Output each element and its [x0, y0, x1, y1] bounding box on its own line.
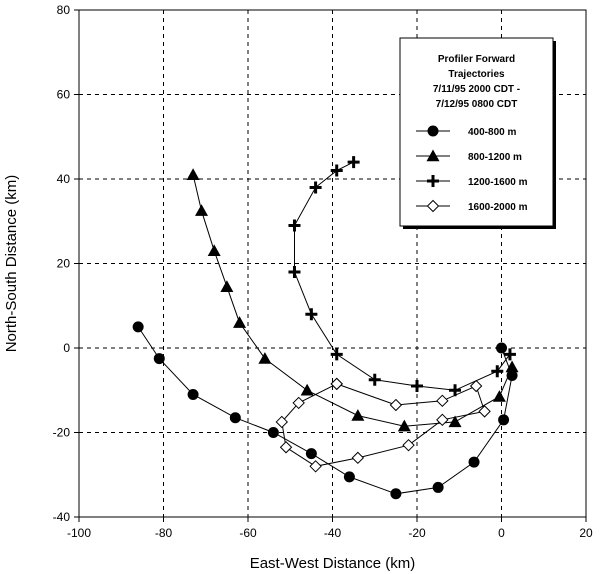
plot-frame — [78, 9, 587, 518]
legend-box — [399, 37, 554, 227]
data-point — [330, 377, 343, 391]
y-tick-label: -20 — [53, 426, 71, 440]
y-axis-title: North-South Distance (km) — [3, 175, 20, 353]
data-point — [389, 398, 403, 412]
data-point — [343, 471, 355, 483]
series-circle — [132, 321, 518, 500]
series-plus — [288, 156, 516, 397]
x-tick-label: 20 — [579, 526, 593, 540]
data-point — [300, 383, 314, 396]
y-tick-label: 0 — [63, 341, 70, 355]
data-point — [347, 156, 360, 169]
data-point — [503, 348, 516, 361]
data-point — [448, 415, 462, 428]
x-tick-label: -80 — [155, 526, 173, 540]
data-point — [279, 441, 293, 454]
data-point — [186, 168, 200, 180]
x-axis-title: East-West Distance (km) — [250, 555, 416, 572]
data-point — [469, 379, 483, 393]
data-point — [305, 308, 318, 321]
data-point — [390, 488, 402, 500]
x-tick-label: -100 — [67, 526, 91, 540]
y-tick-label: 40 — [57, 172, 71, 186]
legend-title-line: 7/12/95 0800 CDT — [436, 99, 518, 110]
legend-marker-triangle — [426, 149, 440, 162]
data-point — [132, 321, 144, 333]
legend-label: 800-1200 m — [468, 152, 522, 163]
data-point — [436, 413, 449, 427]
axis-ticks: -100 -80 -60 -40 -20 0 20 -40 -20 0 20 40 60 80 — [53, 3, 593, 540]
data-point — [496, 342, 507, 354]
legend-marker-diamond — [426, 199, 440, 213]
series-triangle — [186, 168, 519, 432]
data-point — [330, 348, 343, 361]
data-point — [153, 353, 165, 365]
y-tick-label: -40 — [53, 510, 71, 524]
data-point — [195, 204, 209, 216]
legend-label: 1200-1600 m — [468, 177, 528, 188]
series-line — [294, 161, 511, 391]
data-point — [397, 419, 411, 432]
legend-title-line: Profiler Forward — [438, 54, 515, 65]
data-point — [432, 481, 444, 493]
data-point — [492, 390, 506, 402]
data-point — [288, 219, 301, 232]
data-point — [498, 414, 510, 426]
series-group — [132, 156, 519, 500]
data-point — [220, 280, 234, 292]
data-point — [275, 415, 289, 429]
data-point — [309, 181, 322, 194]
data-point — [368, 373, 381, 386]
y-tick-label: 80 — [57, 3, 71, 17]
data-point — [288, 265, 301, 278]
legend-marker-plus — [427, 175, 439, 187]
legend-title-line: Trajectories — [448, 69, 505, 80]
data-point — [229, 412, 241, 424]
series-line — [137, 326, 513, 495]
data-point — [449, 384, 462, 397]
data-point — [505, 360, 519, 373]
x-tick-label: -20 — [408, 526, 426, 540]
data-point — [351, 451, 365, 465]
legend-marker-circle — [427, 125, 439, 137]
legend: Profiler Forward Trajectories 7/11/95 2000… — [399, 37, 556, 229]
legend-title-line: 7/11/95 2000 CDT - — [433, 84, 520, 95]
data-point — [351, 409, 365, 421]
y-tick-label: 20 — [57, 257, 71, 271]
data-point — [436, 394, 449, 408]
data-point — [267, 427, 279, 438]
series-diamond — [275, 377, 491, 473]
data-point — [491, 365, 504, 378]
data-point — [292, 396, 305, 410]
x-tick-label: 0 — [498, 526, 505, 540]
data-point — [187, 388, 199, 400]
data-point — [468, 456, 480, 468]
legend-label: 1600-2000 m — [468, 202, 528, 213]
x-tick-label: -60 — [239, 526, 257, 540]
data-point — [402, 438, 415, 452]
legend-label: 400-800 m — [468, 127, 516, 138]
y-tick-label: 60 — [57, 88, 71, 102]
data-point — [330, 164, 343, 177]
data-point — [305, 448, 317, 460]
data-point — [478, 405, 491, 418]
data-point — [258, 352, 272, 364]
data-point — [233, 316, 247, 328]
series-line — [192, 174, 513, 427]
x-tick-label: -40 — [324, 526, 342, 540]
data-point — [309, 460, 322, 473]
data-point — [411, 380, 423, 393]
data-point — [207, 244, 221, 257]
